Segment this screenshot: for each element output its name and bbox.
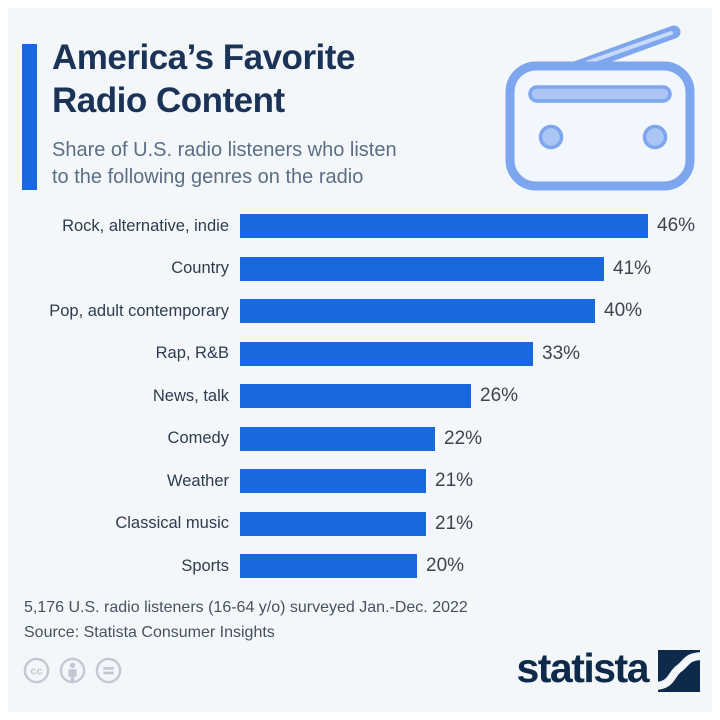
chart-row: Comedy 22% [24, 418, 704, 461]
radio-icon [498, 14, 703, 197]
title-line-2: Radio Content [52, 81, 285, 120]
svg-text:cc: cc [30, 666, 42, 678]
category-label: Pop, adult contemporary [49, 301, 229, 320]
title-accent-bar [22, 44, 37, 190]
bar [240, 299, 595, 324]
chart-row: Sports 20% [24, 545, 704, 588]
statista-wordmark: statista [516, 645, 649, 691]
subtitle-line-2: to the following genres on the radio [52, 166, 364, 188]
category-label: Rap, R&B [155, 344, 229, 363]
category-label: Weather [166, 471, 229, 490]
category-label: Comedy [167, 429, 229, 448]
bar [240, 469, 426, 494]
category-label: Rock, alternative, indie [62, 216, 229, 235]
bar [240, 214, 648, 239]
chart-row: Classical music 21% [24, 503, 704, 546]
value-label: 40% [604, 300, 643, 322]
category-label: Sports [181, 556, 229, 575]
value-label: 22% [444, 427, 483, 449]
page-title: America’s Favorite Radio Content [52, 36, 512, 122]
bar [240, 426, 435, 451]
bar [240, 341, 533, 366]
category-label: News, talk [152, 386, 229, 405]
license-icons: cc [22, 656, 123, 685]
statista-logo: statista [516, 648, 700, 693]
bar [240, 554, 417, 579]
category-label: Classical music [115, 514, 229, 533]
subtitle-line-1: Share of U.S. radio listeners who listen [52, 139, 397, 161]
value-label: 26% [480, 385, 519, 407]
value-label: 20% [426, 555, 465, 577]
cc-icon: cc [23, 657, 50, 684]
title-line-1: America’s Favorite [52, 38, 355, 77]
statista-logo-mark [658, 649, 700, 692]
chart-row: Rock, alternative, indie 46% [24, 205, 704, 248]
footnote: 5,176 U.S. radio listeners (16-64 y/o) s… [24, 595, 468, 645]
bar-chart: Rock, alternative, indie 46% Country 41% Pop… [24, 205, 704, 588]
survey-note: 5,176 U.S. radio listeners (16-64 y/o) s… [24, 599, 468, 616]
bar [240, 511, 426, 536]
chart-row: Rap, R&B 33% [24, 333, 704, 376]
chart-row: Country 41% [24, 248, 704, 291]
bar [240, 256, 604, 281]
chart-subtitle: Share of U.S. radio listeners who listen… [52, 137, 522, 191]
value-label: 21% [435, 512, 474, 534]
value-label: 46% [657, 215, 696, 237]
category-label: Country [171, 259, 229, 278]
source-note: Source: Statista Consumer Insights [24, 624, 275, 641]
no-derivatives-icon [95, 657, 122, 684]
value-label: 21% [435, 470, 474, 492]
value-label: 33% [542, 342, 581, 364]
attribution-icon [59, 657, 86, 684]
bar [240, 384, 471, 409]
chart-row: News, talk 26% [24, 375, 704, 418]
value-label: 41% [613, 257, 652, 279]
chart-row: Weather 21% [24, 460, 704, 503]
chart-row: Pop, adult contemporary 40% [24, 290, 704, 333]
